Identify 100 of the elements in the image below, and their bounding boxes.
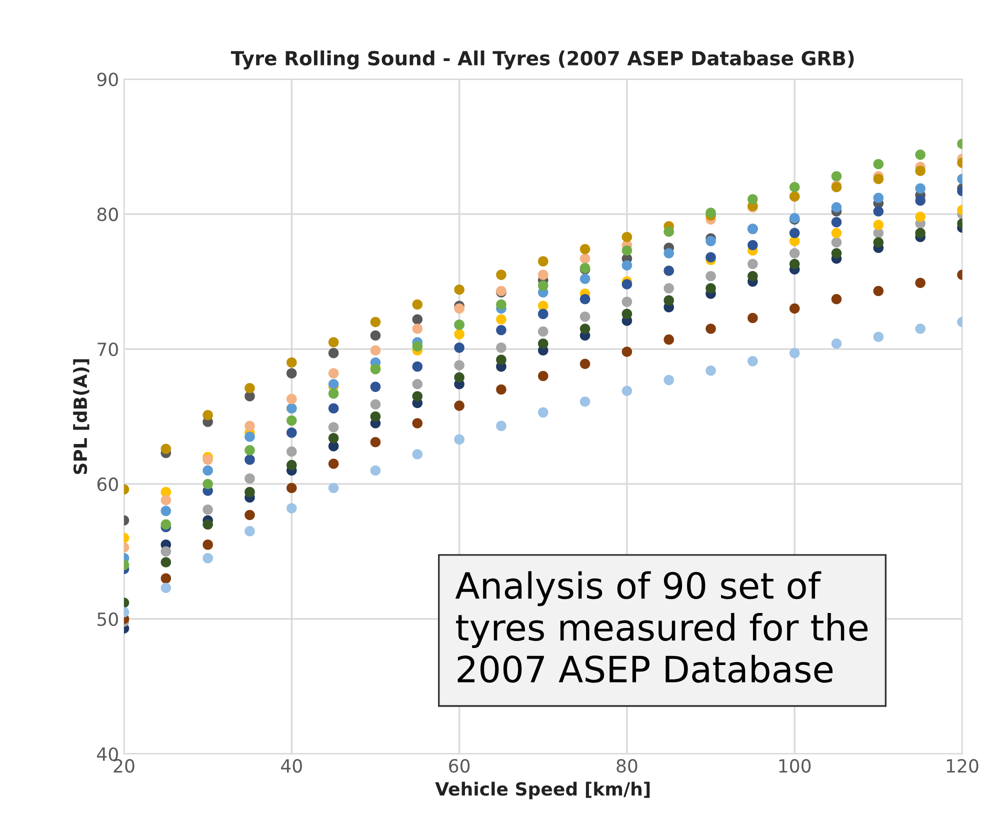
point bbox=[706, 271, 716, 282]
point bbox=[831, 294, 842, 304]
point bbox=[160, 519, 172, 530]
point bbox=[454, 342, 464, 353]
point bbox=[412, 341, 423, 352]
point bbox=[664, 295, 674, 306]
point bbox=[454, 360, 464, 370]
point bbox=[664, 334, 674, 345]
point bbox=[370, 436, 381, 448]
y-tick-label: 50 bbox=[98, 612, 118, 626]
point bbox=[496, 270, 506, 280]
point bbox=[915, 212, 926, 222]
point bbox=[328, 378, 339, 390]
chart-title: Tyre Rolling Sound - All Tyres (2007 ASEP Database GRB) bbox=[230, 50, 854, 70]
point bbox=[286, 482, 297, 494]
point bbox=[202, 540, 213, 550]
point bbox=[496, 299, 506, 310]
point bbox=[915, 150, 926, 160]
annotation: Analysis of 90 set of tyres measured for the 2007 ASEP Database bbox=[455, 571, 868, 683]
point bbox=[454, 400, 464, 411]
y-tick-label: 60 bbox=[97, 477, 118, 492]
point bbox=[286, 428, 297, 438]
point bbox=[622, 386, 632, 396]
x-tick-label: 120 bbox=[946, 759, 978, 773]
point bbox=[328, 388, 339, 399]
point bbox=[202, 454, 213, 465]
point bbox=[748, 240, 758, 250]
point bbox=[664, 283, 674, 294]
point bbox=[831, 228, 842, 238]
point bbox=[202, 553, 213, 564]
point bbox=[328, 422, 339, 432]
point bbox=[160, 495, 172, 506]
point bbox=[789, 258, 800, 270]
point bbox=[286, 503, 297, 514]
point bbox=[831, 171, 842, 182]
point bbox=[873, 206, 884, 217]
point bbox=[580, 294, 590, 304]
point bbox=[622, 308, 632, 320]
point bbox=[706, 365, 716, 376]
point bbox=[496, 342, 506, 353]
point bbox=[831, 217, 842, 228]
point bbox=[370, 330, 381, 341]
point bbox=[244, 432, 255, 442]
point bbox=[748, 258, 758, 270]
point bbox=[664, 374, 674, 386]
point bbox=[831, 248, 842, 258]
point bbox=[915, 195, 926, 206]
point bbox=[412, 299, 423, 310]
point bbox=[328, 403, 339, 414]
point bbox=[622, 346, 632, 357]
point bbox=[328, 458, 339, 469]
point bbox=[706, 283, 716, 294]
point bbox=[580, 358, 590, 370]
point bbox=[748, 194, 758, 204]
point bbox=[496, 324, 506, 336]
point bbox=[244, 510, 255, 520]
point bbox=[370, 465, 381, 476]
point bbox=[412, 378, 423, 390]
point bbox=[244, 526, 255, 536]
point bbox=[412, 449, 423, 460]
point bbox=[580, 244, 590, 254]
point bbox=[286, 446, 297, 457]
point bbox=[789, 228, 800, 238]
point bbox=[873, 332, 884, 342]
point bbox=[202, 465, 213, 476]
point bbox=[286, 394, 297, 404]
point bbox=[915, 278, 926, 288]
point bbox=[244, 420, 255, 432]
point bbox=[454, 303, 464, 314]
point bbox=[580, 396, 590, 407]
point bbox=[160, 506, 172, 516]
point bbox=[244, 445, 255, 456]
point bbox=[202, 504, 213, 515]
point bbox=[915, 228, 926, 238]
point bbox=[412, 418, 423, 428]
point bbox=[831, 237, 842, 248]
point bbox=[412, 324, 423, 334]
point bbox=[580, 324, 590, 334]
point bbox=[873, 159, 884, 170]
point bbox=[202, 478, 213, 490]
point bbox=[496, 314, 506, 324]
point bbox=[622, 260, 632, 271]
point bbox=[202, 519, 213, 530]
y-axis-title: SPL [dB(A)] bbox=[73, 359, 90, 474]
point bbox=[454, 329, 464, 340]
point bbox=[915, 324, 926, 334]
point bbox=[244, 383, 255, 394]
point bbox=[160, 573, 172, 584]
point bbox=[706, 208, 716, 218]
point bbox=[789, 303, 800, 314]
point bbox=[538, 338, 548, 349]
point bbox=[328, 337, 339, 348]
point bbox=[873, 237, 884, 248]
point bbox=[286, 368, 297, 378]
point bbox=[538, 280, 548, 291]
point bbox=[160, 546, 172, 557]
point bbox=[160, 557, 172, 568]
point bbox=[706, 324, 716, 334]
point bbox=[160, 582, 172, 594]
point bbox=[202, 410, 213, 420]
